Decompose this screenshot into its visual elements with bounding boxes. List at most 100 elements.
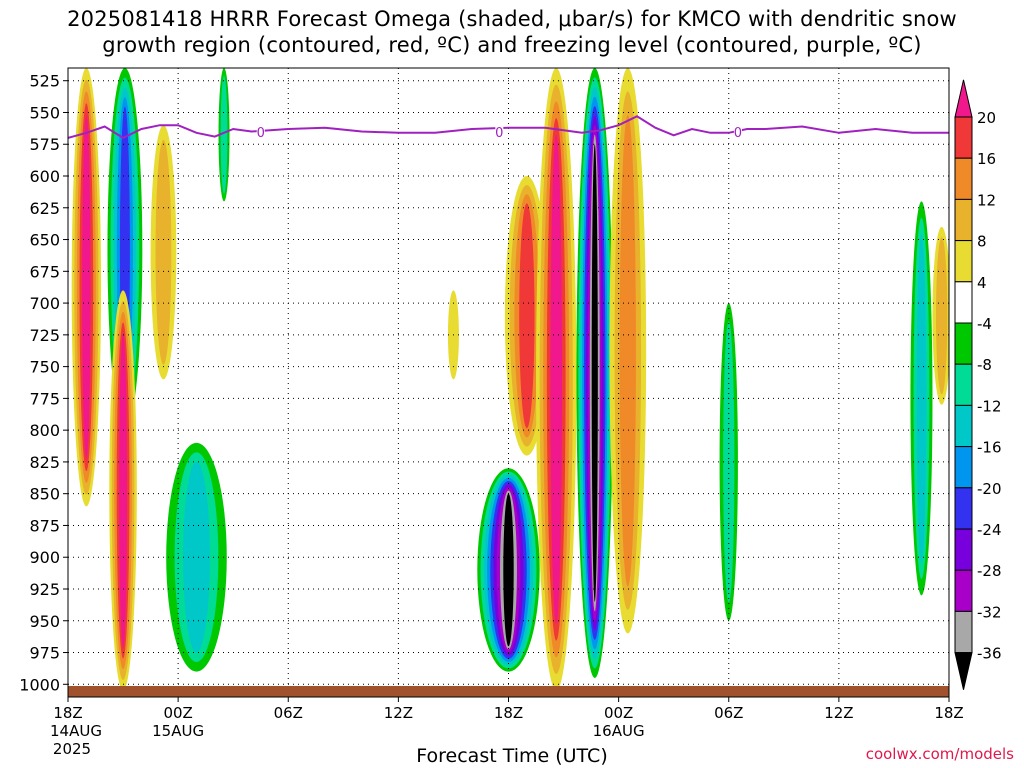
x-tick-label: 12Z <box>384 704 413 722</box>
freezing-level-label: 0 <box>257 126 265 141</box>
colorbar-band <box>954 198 973 242</box>
colorbar-label: 16 <box>977 150 996 168</box>
omega-colorbar: 20 16 12 8 4 -4 -8 -12 -16 -20 -24 -28 -32 -36 <box>954 79 1002 690</box>
x-tick-date: 15AUG <box>152 722 204 740</box>
y-tick-label: 800 <box>29 421 60 440</box>
y-tick-label: 725 <box>29 326 60 345</box>
omega-contour <box>183 461 210 653</box>
y-tick-label: 850 <box>29 485 60 504</box>
colorbar-band <box>954 569 973 612</box>
freezing-level-line <box>68 115 949 140</box>
chart-title: 2025081418 HRRR Forecast Omega (shaded, … <box>0 6 1024 58</box>
credit-text: coolwx.com/models <box>865 745 1014 763</box>
title-line-1: 2025081418 HRRR Forecast Omega (shaded, … <box>67 7 957 31</box>
terrain-ground <box>68 686 949 697</box>
y-tick-label: 975 <box>29 644 60 663</box>
x-axis-label: Forecast Time (UTC) <box>416 745 608 767</box>
y-tick-label: 700 <box>29 294 60 313</box>
freezing-label-bg <box>733 124 742 139</box>
colorbar-label: 20 <box>977 109 996 127</box>
colorbar-band <box>954 240 973 283</box>
omega-feature-2 <box>109 290 137 691</box>
omega-feature-8 <box>536 68 577 691</box>
colorbar-label: 4 <box>977 274 987 292</box>
y-tick-label: 600 <box>29 167 60 186</box>
colorbar-band <box>954 487 973 530</box>
omega-contour <box>519 203 535 429</box>
title-line-2: growth region (contoured, red, ºC) and f… <box>102 33 922 57</box>
y-tick-label: 625 <box>29 199 60 218</box>
x-tick-label: 18Z <box>53 704 82 722</box>
colorbar-band <box>954 363 973 406</box>
y-tick-label: 1000 <box>19 675 60 694</box>
colorbar-band <box>954 652 973 690</box>
freezing-label-bg <box>256 124 265 139</box>
colorbar-band <box>954 528 973 571</box>
omega-contour <box>550 134 562 624</box>
colorbar-label: -16 <box>977 439 1002 457</box>
y-tick-label: 900 <box>29 548 60 567</box>
omega-feature-5 <box>218 68 230 202</box>
colorbar-label: -8 <box>977 356 992 374</box>
colorbar-label: -20 <box>977 480 1002 498</box>
colorbar-label: 12 <box>977 191 996 209</box>
x-tick-date: 16AUG <box>593 722 645 740</box>
omega-contour <box>916 234 927 563</box>
omega-contour <box>591 144 598 602</box>
y-tick-label: 750 <box>29 358 60 377</box>
colorbar-label: -36 <box>977 645 1002 663</box>
omega-feature-10 <box>609 68 647 634</box>
colorbar-band <box>954 281 973 324</box>
omega-contour <box>119 333 127 648</box>
omega-feature-13 <box>932 226 949 405</box>
colorbar-band <box>954 116 973 159</box>
y-tick-label: 575 <box>29 135 60 154</box>
omega-feature-9 <box>576 68 614 678</box>
freezing-level-label: 0 <box>495 126 503 141</box>
plot-area: 0 0 0 <box>68 68 949 697</box>
colorbar-band <box>954 79 973 118</box>
omega-contour <box>503 493 514 647</box>
x-tick-label: 18Z <box>494 704 523 722</box>
colorbar-label: -32 <box>977 603 1002 621</box>
x-tick-date: 14AUG <box>50 722 102 740</box>
colorbar-label: -4 <box>977 315 992 333</box>
y-tick-label: 925 <box>29 580 60 599</box>
colorbar-band <box>954 157 973 200</box>
omega-feature-0 <box>71 68 102 507</box>
y-tick-label: 675 <box>29 262 60 281</box>
omega-contour <box>82 114 91 460</box>
colorbar-label: -12 <box>977 397 1002 415</box>
colorbar-band <box>954 322 973 365</box>
x-tick-year: 2025 <box>53 740 91 758</box>
y-tick-label: 525 <box>29 72 60 91</box>
y-tick-label: 825 <box>29 453 60 472</box>
colorbar-label: -24 <box>977 521 1002 539</box>
y-tick-label: 650 <box>29 231 60 250</box>
omega-contour <box>220 75 228 194</box>
omega-feature-4 <box>166 442 227 672</box>
x-tick-label: 06Z <box>714 704 743 722</box>
colorbar-label: 8 <box>977 233 987 251</box>
omega-feature-7 <box>477 468 540 672</box>
y-tick-label: 775 <box>29 389 60 408</box>
x-tick-label: 12Z <box>824 704 853 722</box>
y-tick-label: 875 <box>29 516 60 535</box>
colorbar-band <box>954 610 973 654</box>
omega-contour <box>936 237 948 395</box>
x-tick-label: 18Z <box>934 704 963 722</box>
y-tick-label: 550 <box>29 103 60 122</box>
omega-contour <box>155 139 172 365</box>
omega-feature-3 <box>150 125 177 380</box>
colorbar-band <box>954 404 973 448</box>
x-tick-label: 00Z <box>163 704 192 722</box>
x-tick-label: 06Z <box>274 704 303 722</box>
colorbar-label: -28 <box>977 562 1002 580</box>
omega-contour <box>619 115 636 587</box>
y-tick-label: 950 <box>29 612 60 631</box>
omega-feature-12 <box>910 201 933 596</box>
freezing-label-bg <box>495 124 504 139</box>
colorbar-band <box>954 446 973 489</box>
freezing-level-label: 0 <box>734 126 742 141</box>
